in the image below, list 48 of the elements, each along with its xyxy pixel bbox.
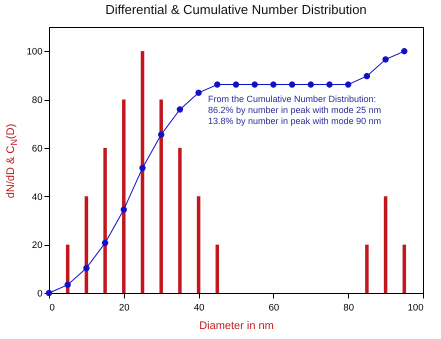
annotation: 13.8% by number in peak with mode 90 nm	[208, 116, 382, 126]
point	[102, 240, 108, 246]
point	[214, 81, 220, 88]
x-tick-label: 80	[343, 302, 354, 314]
y-tick-label: 0	[37, 288, 42, 300]
point	[326, 81, 333, 88]
y-tick-label: 100	[26, 46, 42, 58]
point	[232, 81, 240, 88]
point	[139, 164, 146, 172]
x-tick-label: 60	[268, 302, 280, 314]
bar	[84, 196, 88, 293]
annotation: 86.2% by number in peak with mode 25 nm	[208, 105, 382, 115]
point	[158, 131, 164, 138]
chart-title: Differential & Cumulative Number Distribution	[105, 2, 367, 17]
point	[270, 81, 277, 88]
bar	[196, 196, 200, 293]
point	[46, 290, 52, 296]
point	[308, 81, 314, 88]
x-axis-title: Diameter in nm	[199, 320, 274, 332]
bar	[178, 148, 182, 293]
point	[195, 90, 202, 96]
point	[252, 81, 258, 88]
point	[382, 56, 389, 63]
point	[83, 264, 90, 272]
bar	[140, 51, 144, 293]
y-tick-label: 40	[32, 192, 42, 203]
y-tick-label: 60	[32, 143, 42, 154]
point	[401, 48, 408, 54]
point	[345, 81, 352, 88]
bar	[159, 100, 163, 293]
bar	[365, 244, 369, 293]
x-tick-label: 40	[194, 302, 204, 314]
point	[176, 106, 184, 113]
annotation: From the Cumulative Number Distribution:	[208, 94, 376, 104]
point	[64, 282, 71, 288]
bar	[103, 148, 107, 293]
bar	[122, 100, 126, 293]
bar	[216, 244, 220, 293]
x-tick-label: 0	[50, 302, 55, 314]
point	[364, 72, 370, 80]
bar	[384, 196, 388, 293]
point	[120, 206, 127, 213]
y-tick-label: 20	[32, 240, 42, 252]
x-tick-label: 20	[119, 302, 130, 314]
x-tick-label: 100	[408, 302, 424, 314]
bar	[402, 244, 406, 293]
point	[288, 81, 296, 88]
y-tick-label: 80	[32, 95, 42, 106]
